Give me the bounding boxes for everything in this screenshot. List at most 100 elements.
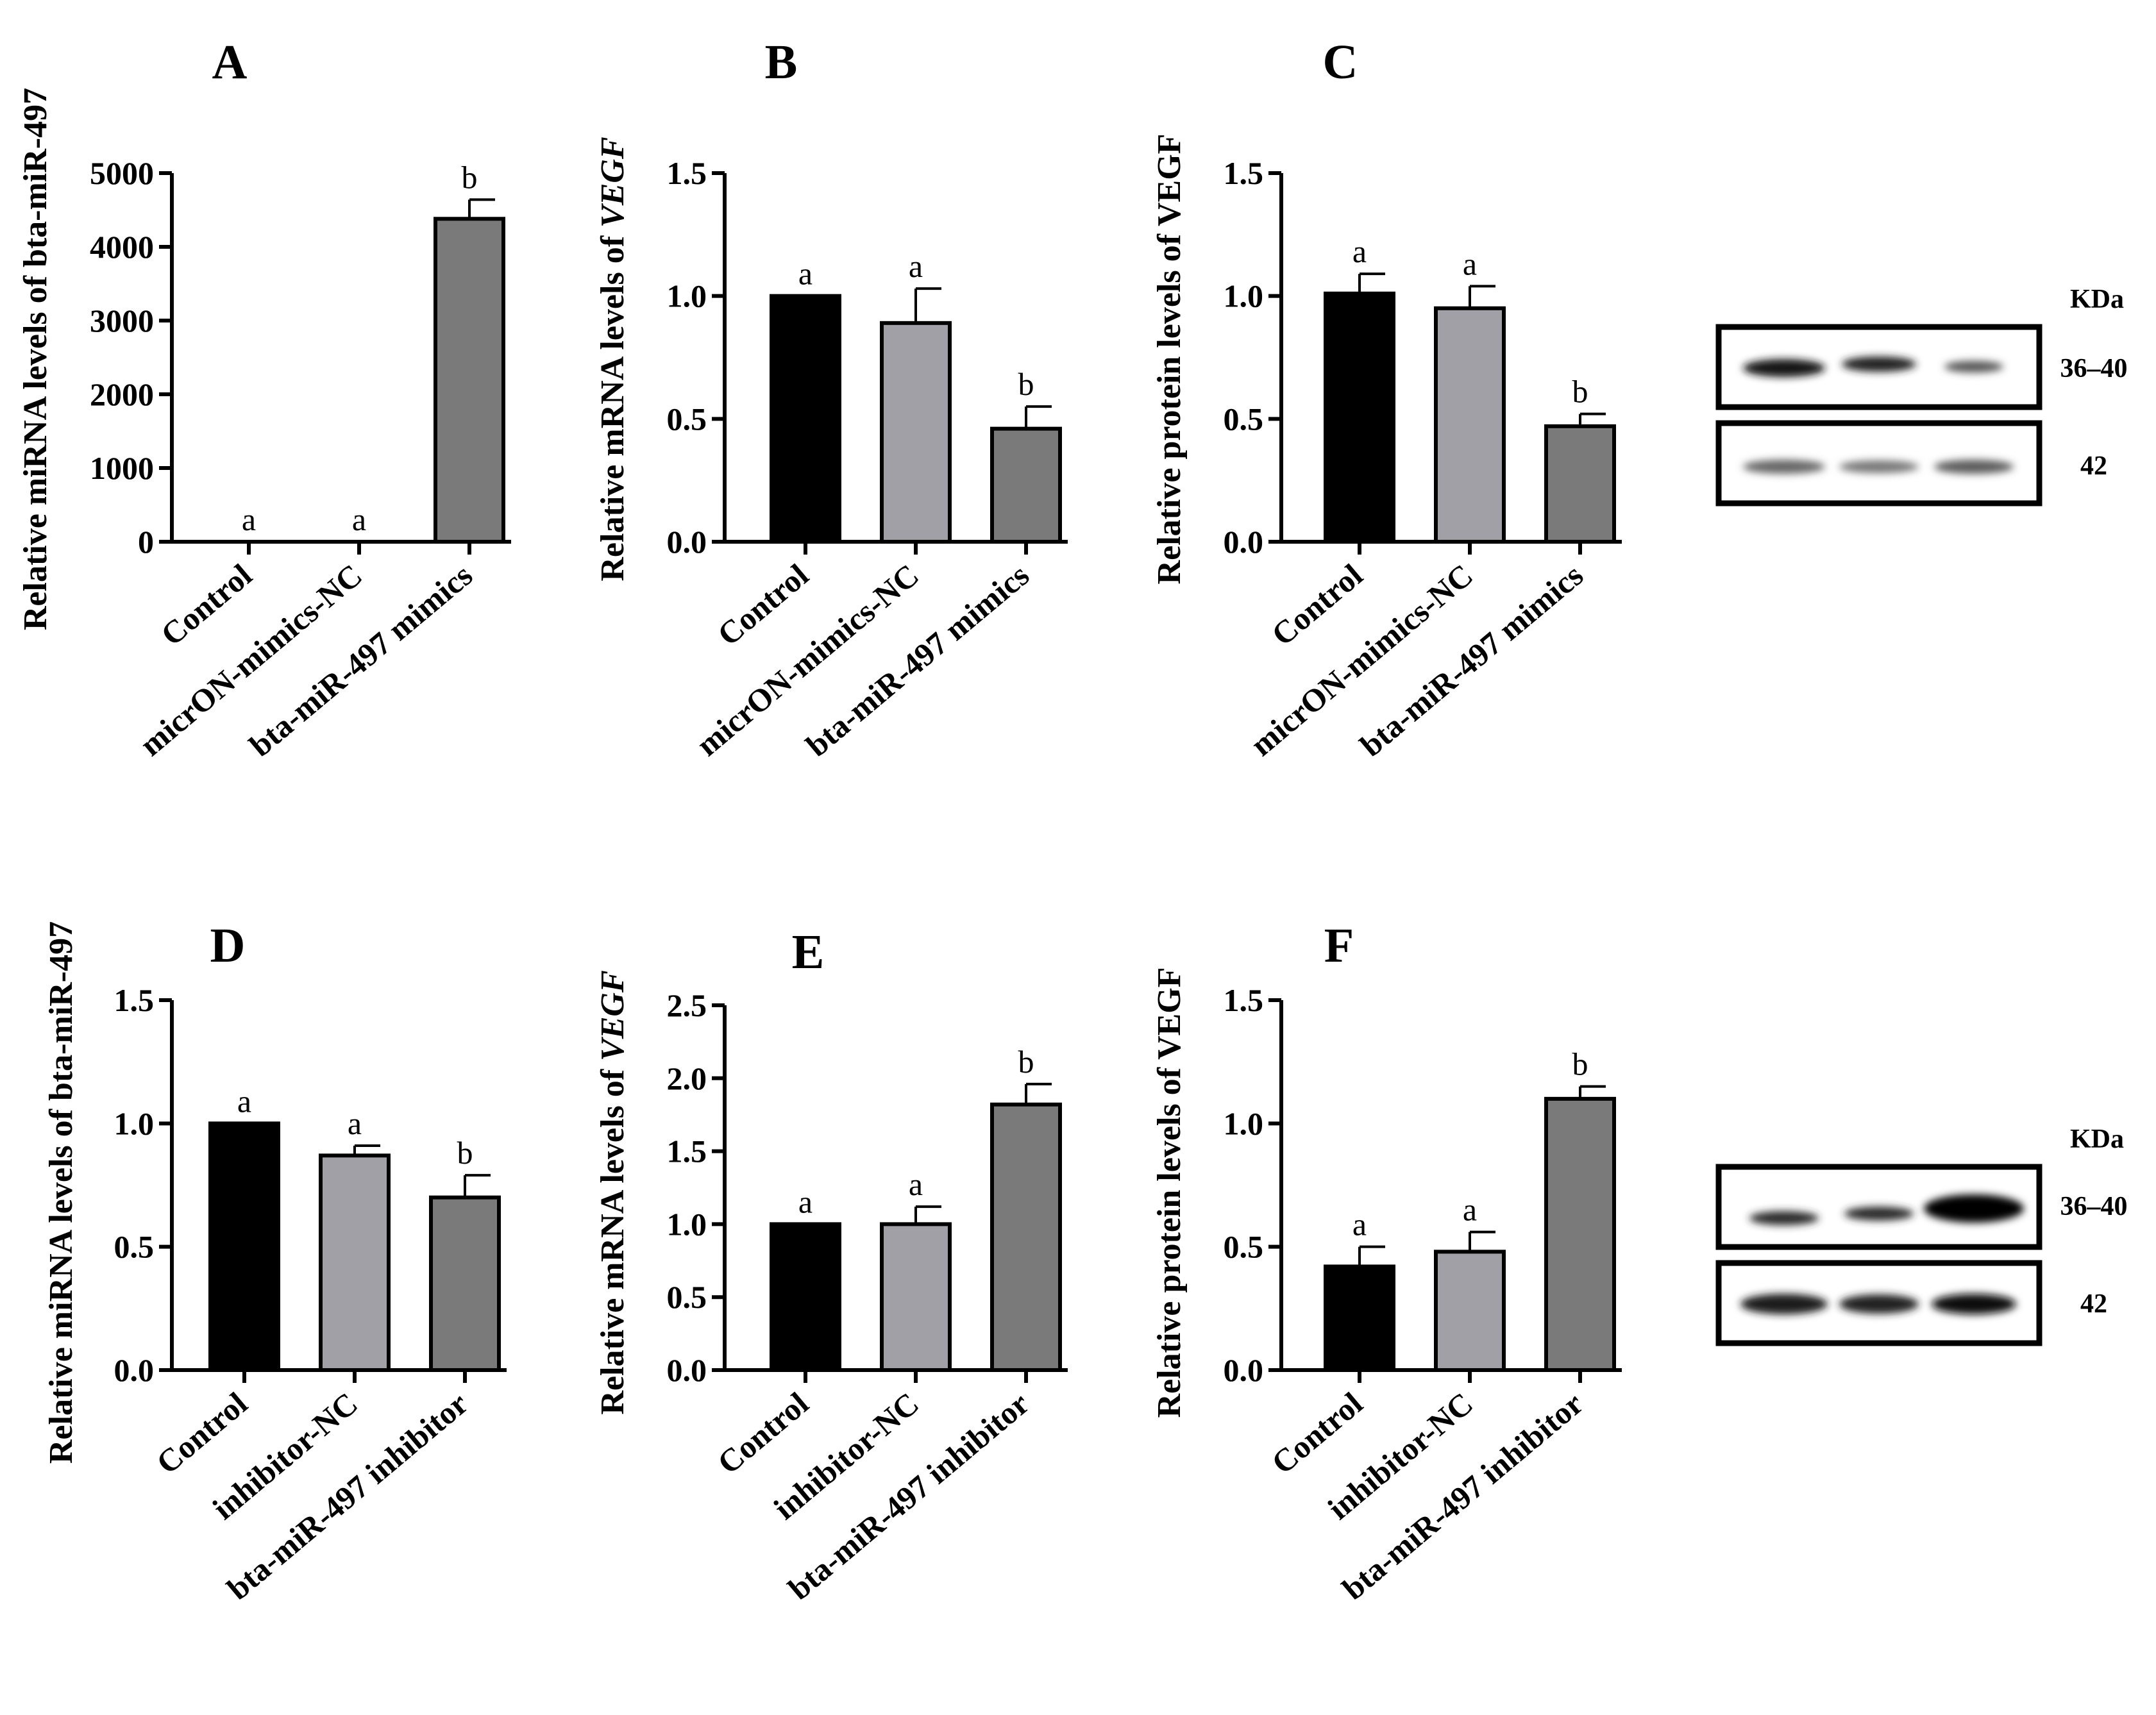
bar (880, 321, 952, 544)
y-tick-label: 1.0 (114, 1105, 155, 1141)
panel-D-chart: D Relative miRNA levels of bta-miR-497 0… (43, 919, 507, 1607)
y-tick-label: 0.5 (667, 401, 707, 437)
significance-letter: a (242, 501, 256, 537)
bar (1324, 1264, 1395, 1372)
bar (990, 1102, 1062, 1372)
bar (770, 1222, 841, 1373)
plot-area: 0.00.51.01.5aControlainhibitor-NCbbta-mi… (1224, 982, 1622, 1607)
plot-area: 0.00.51.01.5aControlainhibitor-NCbbta-mi… (114, 982, 507, 1607)
significance-letter: a (798, 1184, 813, 1219)
significance-letter: b (462, 159, 478, 195)
blot-band (1749, 1211, 1819, 1225)
panel-E-chart: E Relative mRNA levels of VEGF 0.0 0.5 1.0… (594, 925, 1068, 1607)
y-tick-label: 1.5 (667, 155, 707, 191)
significance-letter: a (909, 1166, 923, 1202)
plot-area: 0.00.51.01.5aControlamicrON-mimics-NCbbt… (667, 155, 1068, 764)
panel-B-chart: B Relative mRNA levels of VEGF 0.0 0.5 1.0… (594, 35, 1068, 764)
plot-area: 0.00.51.01.52.02.5aControlainhibitor-NCb… (667, 987, 1068, 1607)
y-tick-label: 0.0 (1224, 524, 1264, 560)
significance-letter: a (798, 256, 813, 292)
y-axis-label: Relative miRNA levels of bta-miR-497 (17, 88, 54, 630)
significance-letter: a (348, 1105, 362, 1141)
y-tick-label: 0.0 (114, 1352, 155, 1388)
panel-C-chart: C Relative protein levels of VEGF 0.0 0.5… (1151, 35, 1622, 764)
y-axis-label: Relative mRNA levels of VEGF (594, 970, 631, 1414)
y-tick-label: 1.5 (667, 1134, 707, 1169)
blot-band-label: 36–40 (2060, 1192, 2128, 1221)
bar (429, 1195, 501, 1372)
significance-letter: b (1572, 374, 1588, 410)
plot-area: 0.00.51.01.5aControlamicrON-mimics-NCbbt… (1224, 155, 1622, 764)
bar (1544, 424, 1616, 544)
x-category-label: Control (149, 1385, 254, 1481)
western-blot-top: KDa 36–40 42 (1715, 285, 2128, 506)
plot-area: 010002000300040005000aControlamicrON-mim… (90, 155, 511, 764)
blot-band (1944, 361, 2003, 372)
y-tick-label: 1000 (90, 450, 154, 486)
significance-letter: a (1463, 1192, 1477, 1228)
y-tick-label: 1.5 (114, 982, 155, 1018)
y-axis-label: Relative protein levels of VEGF (1151, 134, 1188, 585)
significance-letter: a (1352, 1207, 1367, 1242)
y-axis-label: Relative protein levels of VEGF (1151, 967, 1188, 1418)
blot-band (1924, 1194, 2024, 1223)
bar (1434, 306, 1506, 544)
panel-letter: B (765, 35, 798, 89)
significance-letter: a (237, 1083, 251, 1119)
bar (1434, 1250, 1506, 1372)
blot-band (1932, 1294, 2016, 1314)
blot-band (1934, 460, 2014, 474)
bar (1324, 291, 1395, 544)
bar (880, 1222, 952, 1373)
bar (208, 1121, 280, 1373)
blot-unit-label: KDa (2070, 285, 2124, 314)
y-tick-label: 1.0 (667, 278, 707, 314)
panel-F-chart: F Relative protein levels of VEGF 0.0 0.5… (1151, 919, 1622, 1607)
y-tick-label: 2.5 (667, 987, 707, 1023)
significance-letter: b (1018, 366, 1034, 402)
y-tick-label: 5000 (90, 155, 154, 191)
blot-band (1842, 356, 1916, 372)
significance-letter: b (1018, 1044, 1034, 1080)
bar (319, 1153, 391, 1372)
x-category-label: Control (1265, 556, 1369, 653)
y-tick-label: 0.5 (667, 1279, 707, 1315)
blot-unit-label: KDa (2070, 1125, 2124, 1154)
panel-letter: F (1324, 919, 1354, 973)
y-tick-label: 4000 (90, 229, 154, 265)
y-tick-label: 2.0 (667, 1060, 707, 1096)
blot-band (1740, 1294, 1828, 1314)
y-tick-label: 1.0 (1224, 278, 1264, 314)
bar (770, 294, 841, 544)
panel-letter: E (792, 925, 825, 979)
y-tick-label: 0.5 (1224, 401, 1264, 437)
y-tick-label: 0.5 (1224, 1229, 1264, 1265)
panel-letter: A (212, 35, 248, 89)
y-axis-label: Relative miRNA levels of bta-miR-497 (43, 921, 80, 1464)
y-tick-label: 2000 (90, 376, 154, 412)
blot-band-label: 42 (2080, 1289, 2107, 1319)
blot-band-label: 42 (2080, 451, 2107, 481)
y-tick-label: 1.5 (1224, 982, 1264, 1018)
y-tick-label: 0.0 (1224, 1352, 1264, 1388)
blot-band-label: 36–40 (2060, 354, 2128, 383)
y-axis-label: Relative mRNA levels of VEGF (594, 137, 631, 581)
x-category-label: Control (711, 1385, 815, 1481)
x-category-label: Control (711, 556, 815, 653)
bar (990, 426, 1062, 544)
blot-band (1844, 1207, 1914, 1221)
y-tick-label: 0.5 (114, 1229, 155, 1265)
y-tick-label: 0.0 (667, 524, 707, 560)
bar (434, 217, 505, 544)
x-category-label: Control (1265, 1385, 1369, 1481)
y-tick-label: 0.0 (667, 1352, 707, 1388)
y-tick-label: 1.0 (667, 1206, 707, 1242)
western-blot-bottom: KDa 36–40 42 (1715, 1125, 2128, 1346)
panel-letter: D (210, 919, 246, 973)
x-category-label: Control (154, 556, 258, 653)
significance-letter: b (1572, 1046, 1588, 1082)
panel-letter: C (1323, 35, 1358, 89)
significance-letter: a (909, 248, 923, 284)
y-tick-label: 0 (138, 524, 154, 560)
